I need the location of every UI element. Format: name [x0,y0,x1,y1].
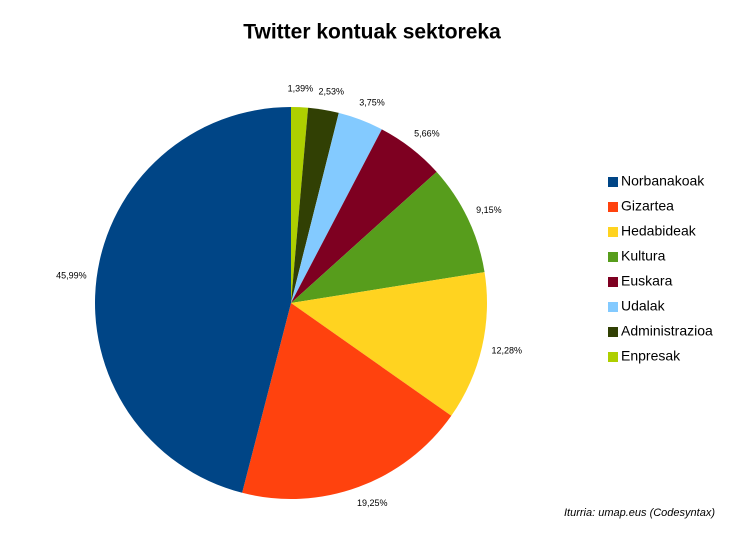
legend-label: Kultura [621,248,666,264]
data-label: 12,28% [491,346,522,356]
pie-slice [242,303,452,500]
source-note: Iturria: umap.eus (Codesyntax) [564,507,715,519]
legend-swatch [608,352,618,362]
pie-slice [291,107,339,303]
chart-title: Twitter kontuak sektoreka [243,21,501,44]
pie-slice [291,272,487,416]
legend-label: Gizartea [621,198,674,214]
legend-label: Udalak [621,298,666,314]
legend-label: Administrazioa [621,323,713,339]
data-label: 3,75% [359,97,385,107]
legend-swatch [608,302,618,312]
data-label: 19,25% [357,498,388,508]
data-label: 2,53% [319,86,345,96]
pie-slice [291,112,382,303]
legend-swatch [608,252,618,262]
data-label: 45,99% [56,270,87,280]
legend-label: Hedabideak [621,223,697,239]
legend-label: Norbanakoak [621,173,705,189]
legend-swatch [608,227,618,237]
data-label: 9,15% [476,205,502,215]
legend-swatch [608,327,618,337]
pie-slice [94,107,291,493]
pie-slice [291,129,437,303]
legend-label: Enpresak [621,348,681,364]
pie-slice [291,171,485,303]
legend-swatch [608,202,618,212]
legend-label: Euskara [621,273,673,289]
pie-slice [291,107,309,303]
legend-swatch [608,177,618,187]
legend-swatch [608,277,618,287]
data-label: 5,66% [414,128,440,138]
data-label: 1,39% [288,84,314,94]
